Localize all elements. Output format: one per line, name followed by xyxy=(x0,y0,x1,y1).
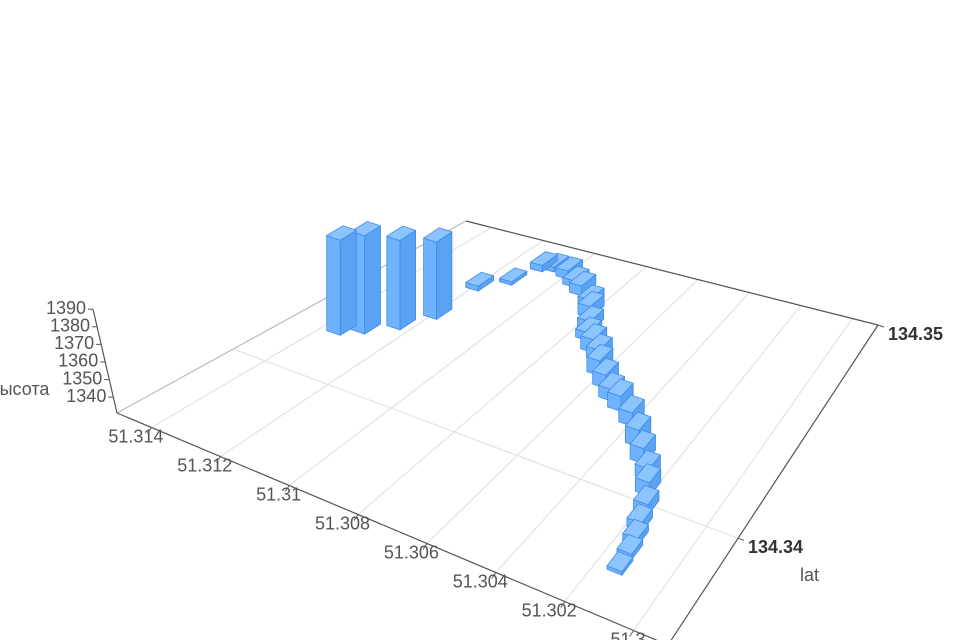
bar-top xyxy=(577,290,605,308)
bar-top xyxy=(562,265,590,282)
x-tick-label: 51.302 xyxy=(522,600,577,620)
grid-line xyxy=(288,253,596,486)
bar xyxy=(465,271,495,292)
bar-top xyxy=(580,323,608,341)
x-tick xyxy=(284,485,290,492)
grid-line xyxy=(633,318,853,631)
x-tick xyxy=(215,456,221,463)
x-tick-label: 51.304 xyxy=(453,571,508,591)
bar-side xyxy=(339,229,357,336)
z-tick-label: 1370 xyxy=(54,333,94,353)
z-tick-label: 1340 xyxy=(66,386,106,406)
bar xyxy=(499,267,528,286)
bar xyxy=(350,221,381,335)
bar-top xyxy=(606,551,634,573)
bar-top xyxy=(607,378,634,397)
bar-side xyxy=(436,231,453,320)
x-tick-label: 51.31 xyxy=(256,484,301,504)
grid-line xyxy=(220,240,544,457)
z-tick-label: 1390 xyxy=(46,298,86,318)
bar-top xyxy=(592,357,619,376)
bar-top xyxy=(529,251,558,266)
x-tick xyxy=(629,630,634,637)
grid-line xyxy=(233,348,739,539)
bar-top xyxy=(616,533,644,555)
bar-top xyxy=(499,267,528,283)
bar xyxy=(423,227,453,320)
bar-top xyxy=(635,463,662,484)
y-tick-label: 134.34 xyxy=(748,537,803,557)
x-tick xyxy=(422,543,428,550)
z-tick-label: 1350 xyxy=(62,368,102,388)
bar-top xyxy=(555,256,583,272)
grid-line xyxy=(495,292,750,573)
bar-front xyxy=(423,237,437,320)
bar xyxy=(606,551,634,576)
grid-line xyxy=(426,279,699,544)
x-tick xyxy=(491,572,497,579)
x-tick xyxy=(353,514,359,521)
x-tick-label: 51.312 xyxy=(177,455,232,475)
bar xyxy=(386,225,417,331)
z-tick-label: 1360 xyxy=(58,351,98,371)
bar-front xyxy=(386,235,401,331)
y-tick xyxy=(737,537,745,541)
bar-top xyxy=(326,225,357,241)
x-tick-label: 51.3 xyxy=(611,629,646,640)
x-tick xyxy=(560,601,566,608)
bar-top xyxy=(598,371,625,391)
z-tick-label: 1380 xyxy=(50,316,90,336)
axis-line xyxy=(670,324,879,640)
bar-front xyxy=(326,235,341,336)
bar-top xyxy=(633,484,660,506)
bar-top xyxy=(423,227,453,243)
axis-line xyxy=(116,412,658,640)
y-tick-label: 134.35 xyxy=(888,324,943,344)
bar-top xyxy=(386,225,417,242)
grid-line xyxy=(564,305,802,602)
bar-top xyxy=(350,221,381,237)
x-tick-label: 51.314 xyxy=(108,426,163,446)
bar-top xyxy=(586,343,614,362)
y-axis-label: lat xyxy=(800,565,819,585)
x-tick-label: 51.308 xyxy=(315,513,370,533)
bar-top xyxy=(625,411,652,431)
bar-side xyxy=(399,229,417,331)
bar-top xyxy=(575,316,603,334)
x-tick xyxy=(147,427,152,434)
y-tick xyxy=(877,324,885,328)
bar xyxy=(326,225,357,336)
axis-line xyxy=(465,220,879,326)
bar-side xyxy=(364,225,381,335)
bar-top xyxy=(618,394,645,414)
bar-top xyxy=(629,429,656,450)
z-axis-label: высота xyxy=(0,379,50,399)
x-tick-label: 51.306 xyxy=(384,542,439,562)
bar-top xyxy=(465,271,495,287)
bar xyxy=(529,251,558,273)
bar-top xyxy=(569,270,597,287)
